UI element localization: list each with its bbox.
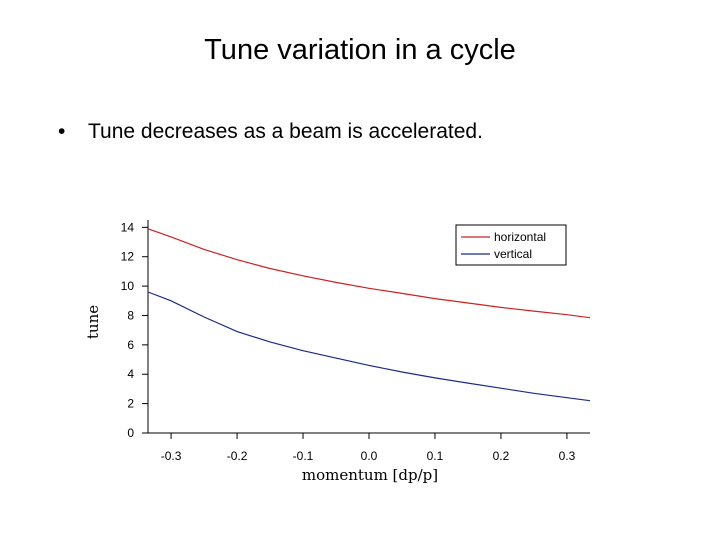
y-tick-label: 6 [127,338,134,352]
x-tick-label: -0.3 [161,449,182,463]
y-tick-label: 8 [127,308,134,322]
x-tick-label: 0.3 [559,449,576,463]
legend-box [455,224,567,266]
x-tick-label: -0.1 [293,449,314,463]
y-tick-label: 0 [127,426,134,440]
bullet-text: Tune decreases as a beam is accelerated. [88,120,483,143]
y-tick-label: 14 [121,220,135,234]
y-tick-label: 4 [127,367,134,381]
x-axis-label: momentum [dp/p] [302,466,438,484]
x-tick-label: 0.1 [427,449,444,463]
bullet-glyph: • [58,120,66,143]
series-line-horizontal [147,228,591,319]
y-tick-label: 2 [127,397,134,411]
y-tick-label: 12 [121,250,135,264]
x-tick-label: 0.0 [361,449,378,463]
bullet-item: • Tune decreases as a beam is accelerate… [58,120,483,144]
legend-label-vertical: vertical [494,247,532,261]
x-tick-label: 0.2 [493,449,510,463]
slide-title: Tune variation in a cycle [204,34,516,66]
y-tick-label: 10 [121,279,135,293]
y-axis-label: tune [84,305,102,339]
x-tick-label: -0.2 [227,449,248,463]
legend-label-horizontal: horizontal [494,230,546,244]
series-line-vertical [147,291,591,402]
